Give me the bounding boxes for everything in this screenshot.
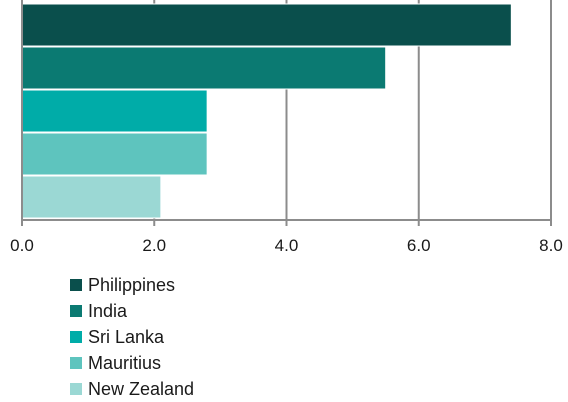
legend-swatch (70, 279, 82, 291)
legend-item: India (70, 298, 194, 324)
legend-item: New Zealand (70, 376, 194, 402)
x-tick-label: 6.0 (407, 236, 431, 255)
legend-swatch (70, 357, 82, 369)
legend-item: Philippines (70, 272, 194, 298)
legend-label: Philippines (88, 274, 176, 295)
bar (21, 46, 387, 90)
legend-label: India (88, 300, 128, 321)
legend-label: Mauritius (88, 352, 162, 373)
x-tick-label: 8.0 (539, 236, 563, 255)
chart-legend: Philippines India Sri Lanka Mauritius Ne… (70, 272, 194, 402)
legend-label: Sri Lanka (88, 326, 165, 347)
bar (21, 175, 162, 219)
legend-swatch (70, 305, 82, 317)
legend-swatch (70, 383, 82, 395)
bar (21, 89, 208, 133)
legend-item: Sri Lanka (70, 324, 194, 350)
legend-item: Mauritius (70, 350, 194, 376)
x-tick-label: 0.0 (10, 236, 34, 255)
bar (21, 132, 208, 176)
legend-label: New Zealand (88, 378, 195, 399)
x-tick-label: 2.0 (142, 236, 166, 255)
x-tick-label: 4.0 (275, 236, 299, 255)
bar (21, 3, 512, 47)
legend-swatch (70, 331, 82, 343)
